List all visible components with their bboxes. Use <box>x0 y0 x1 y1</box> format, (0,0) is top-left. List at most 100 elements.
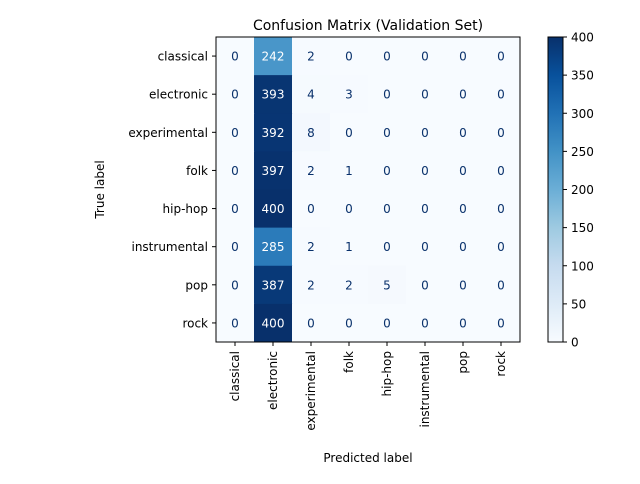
y-tick-label: pop <box>185 278 208 292</box>
cell-value-label: 5 <box>383 278 391 292</box>
cell-value-label: 0 <box>307 316 315 330</box>
cell-value-label: 0 <box>345 50 353 64</box>
cell-value-label: 1 <box>345 164 353 178</box>
x-tick-label: rock <box>494 351 508 377</box>
cell-value-label: 0 <box>383 202 391 216</box>
cell-value-label: 397 <box>262 164 285 178</box>
heatmap-cell <box>330 37 369 76</box>
heatmap-cell <box>330 75 369 114</box>
cell-value-label: 242 <box>262 50 285 64</box>
heatmap-cell <box>444 75 483 114</box>
cell-value-label: 0 <box>421 278 429 292</box>
heatmap-cell <box>406 227 445 267</box>
heatmap-cell <box>292 265 331 305</box>
cell-value-label: 0 <box>383 88 391 102</box>
colorbar-gradient <box>548 37 563 342</box>
heatmap-cell <box>368 75 407 114</box>
cell-value-label: 0 <box>383 316 391 330</box>
cell-value-label: 4 <box>307 88 315 102</box>
cell-value-label: 0 <box>459 202 467 216</box>
cell-value-label: 0 <box>497 202 505 216</box>
cell-value-label: 0 <box>459 126 467 140</box>
heatmap-cell <box>216 265 255 305</box>
cell-value-label: 0 <box>497 278 505 292</box>
x-tick-label: electronic <box>266 351 280 410</box>
y-tick-label: electronic <box>149 88 208 102</box>
heatmap-cell <box>216 227 255 267</box>
cell-value-label: 0 <box>497 240 505 254</box>
heatmap-cell <box>444 113 483 152</box>
y-axis: classical electronic experimental folk hip-h… <box>128 50 216 330</box>
cell-value-label: 0 <box>459 88 467 102</box>
x-tick-label: pop <box>456 351 470 374</box>
cell-value-label: 0 <box>459 50 467 64</box>
colorbar-tick-label: 200 <box>571 183 594 197</box>
colorbar-tick-label: 150 <box>571 221 594 235</box>
heatmap-cell <box>292 75 331 114</box>
cell-value-label: 0 <box>459 164 467 178</box>
heatmap-cell <box>444 151 483 190</box>
heatmap-cell <box>216 189 255 229</box>
heatmap-cell <box>482 303 521 343</box>
heatmap-cell <box>482 113 521 152</box>
heatmap-cell <box>444 303 483 343</box>
cell-value-label: 0 <box>383 164 391 178</box>
heatmap-cell-labels: 0 242 2 0 0 0 0 0 0 393 4 3 0 0 0 0 0 392 8 0 0 0 0 0 0 397 2 1 0 0 0 0… <box>231 50 505 331</box>
cell-value-label: 0 <box>421 202 429 216</box>
heatmap-cell <box>330 303 369 343</box>
cell-value-label: 0 <box>231 126 239 140</box>
heatmap-cell <box>254 113 293 152</box>
colorbar-tick-label: 350 <box>571 69 594 83</box>
heatmap-cell <box>330 189 369 229</box>
cell-value-label: 0 <box>231 164 239 178</box>
colorbar-tick-label: 300 <box>571 107 594 121</box>
heatmap-cell <box>482 75 521 114</box>
cell-value-label: 2 <box>345 278 353 292</box>
cell-value-label: 0 <box>345 126 353 140</box>
cell-value-label: 0 <box>345 202 353 216</box>
cell-value-label: 0 <box>231 50 239 64</box>
y-tick-label: classical <box>158 50 208 64</box>
cell-value-label: 1 <box>345 240 353 254</box>
heatmap-cell <box>330 227 369 267</box>
y-tick-label: rock <box>182 316 208 330</box>
heatmap-cell <box>216 37 255 76</box>
cell-value-label: 0 <box>345 316 353 330</box>
heatmap-cells <box>216 37 521 343</box>
cell-value-label: 0 <box>383 240 391 254</box>
y-tick-label: folk <box>186 164 208 178</box>
heatmap-cell <box>482 265 521 305</box>
heatmap-cell <box>216 75 255 114</box>
y-tick-label: experimental <box>128 126 208 140</box>
heatmap-cell <box>216 151 255 190</box>
cell-value-label: 0 <box>421 126 429 140</box>
heatmap-cell <box>292 227 331 267</box>
cell-value-label: 0 <box>497 50 505 64</box>
heatmap-cell <box>254 37 293 76</box>
cell-value-label: 8 <box>307 126 315 140</box>
cell-value-label: 0 <box>421 88 429 102</box>
cell-value-label: 0 <box>383 126 391 140</box>
x-tick-label: experimental <box>304 351 318 431</box>
heatmap-cell <box>216 303 255 343</box>
chart-title: Confusion Matrix (Validation Set) <box>253 18 483 34</box>
heatmap-cell <box>482 151 521 190</box>
heatmap-cell <box>406 265 445 305</box>
heatmap-cell <box>254 227 293 267</box>
heatmap-cell <box>292 303 331 343</box>
heatmap-cell <box>482 227 521 267</box>
heatmap-cell <box>482 37 521 76</box>
cell-value-label: 0 <box>421 316 429 330</box>
cell-value-label: 2 <box>307 50 315 64</box>
cell-value-label: 0 <box>459 278 467 292</box>
heatmap-cell <box>444 265 483 305</box>
y-axis-label: True label <box>93 160 107 219</box>
heatmap-cell <box>406 113 445 152</box>
cell-value-label: 0 <box>421 50 429 64</box>
cell-value-label: 0 <box>383 50 391 64</box>
heatmap-cell <box>406 37 445 76</box>
x-axis: classical electronic experimental folk hip-h… <box>228 342 508 431</box>
heatmap-cell <box>254 189 293 229</box>
cell-value-label: 0 <box>231 88 239 102</box>
